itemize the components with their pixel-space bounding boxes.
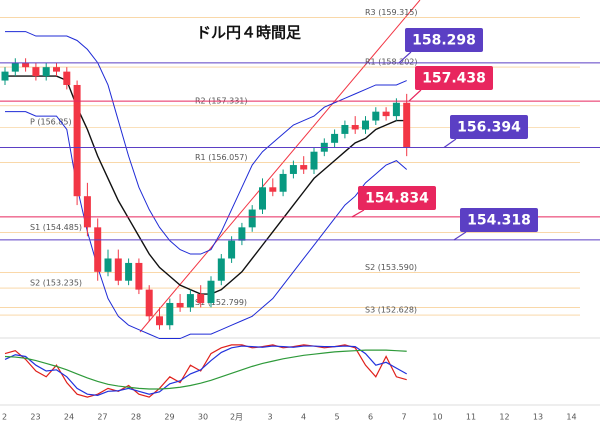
pivot-label: S3 (152.628) [365,306,417,315]
level-box [460,208,538,232]
candle-body [382,111,390,117]
x-tick-label: 10 [432,413,442,422]
candle-body [125,262,133,281]
x-tick-label: 5 [334,413,339,422]
candle-body [42,67,50,77]
pivot-label: S1 (152.799) [195,298,247,307]
x-tick-label: 14 [566,413,576,422]
candle-body [351,125,359,130]
x-tick-label: 6 [368,413,373,422]
candle-body [135,262,143,290]
level-label: 156.394 [457,120,521,136]
candle-body [94,227,102,272]
band-line [5,31,407,255]
candle-body [104,258,112,272]
candle-body [248,209,256,228]
x-tick-label: 24 [64,413,74,422]
level-label: 157.438 [422,71,486,87]
level-pointer [408,89,422,102]
candle-body [372,111,380,121]
level-box [358,186,436,210]
level-pointer [443,138,457,149]
pivot-label: R1 (158.202) [365,58,418,67]
x-tick-label: 11 [466,413,476,422]
level-label: 158.298 [412,33,476,49]
candle-body [331,133,339,143]
x-tick-label: 29 [164,413,174,422]
level-label: 154.834 [365,191,429,207]
candle-body [1,71,9,81]
candle-body [197,294,205,303]
level-box [450,115,528,139]
pivot-label: R3 (159.315) [365,8,418,17]
x-tick-label: 23 [30,413,40,422]
level-pointer [398,51,412,64]
x-tick-label: 30 [198,413,208,422]
level-box [415,66,493,90]
candle-body [341,125,349,134]
x-tick-label: 12 [499,413,509,422]
candle-body [145,289,153,317]
x-tick-label: 13 [533,413,543,422]
oscillator-line [4,349,407,390]
pivot-label: S2 (153.590) [365,263,417,272]
x-tick-label: 2 [2,413,7,422]
candle-body [176,302,184,308]
oscillator-line [4,345,407,396]
candle-body [11,62,19,72]
candle-body [403,102,411,148]
pivot-label: S1 (154.485) [30,223,82,232]
candle-body [166,302,174,326]
candle-body [217,258,225,281]
x-tick-label: 2月 [230,413,243,422]
x-tick-label: 27 [97,413,107,422]
candle-body [362,120,369,130]
candle-body [310,151,318,170]
candle-body [53,67,60,72]
candle-body [300,165,308,170]
level-pointer [453,231,467,241]
pivot-label: S2 (153.235) [30,279,82,288]
candle-body [156,316,163,326]
candle-body [392,102,400,117]
x-tick-label: 7 [401,413,406,422]
x-tick-label: 4 [301,413,306,422]
candle-body [238,227,246,241]
candle-body [83,196,91,228]
level-pointer [351,209,365,218]
x-tick-label: 28 [131,413,141,422]
candle-body [269,187,277,192]
pivot-label: P (156.85) [30,118,72,127]
band-line [5,75,407,295]
candle-body [63,71,71,85]
candle-body [32,67,40,77]
level-box [405,28,483,52]
pivot-label: R1 (156.057) [195,153,248,162]
candle-body [186,294,194,308]
candle-body [259,187,266,210]
candle-body [73,84,81,197]
band-line [5,111,408,340]
candle-body [114,258,122,281]
candle-body [207,280,215,303]
level-label: 154.318 [467,213,531,229]
trend-line [139,0,421,333]
candle-body [228,240,236,259]
candle-body [22,62,30,68]
candle-body [279,173,287,192]
x-tick-label: 3 [267,413,272,422]
chart-title: ドル円４時間足 [196,24,302,42]
candle-body [289,165,297,174]
